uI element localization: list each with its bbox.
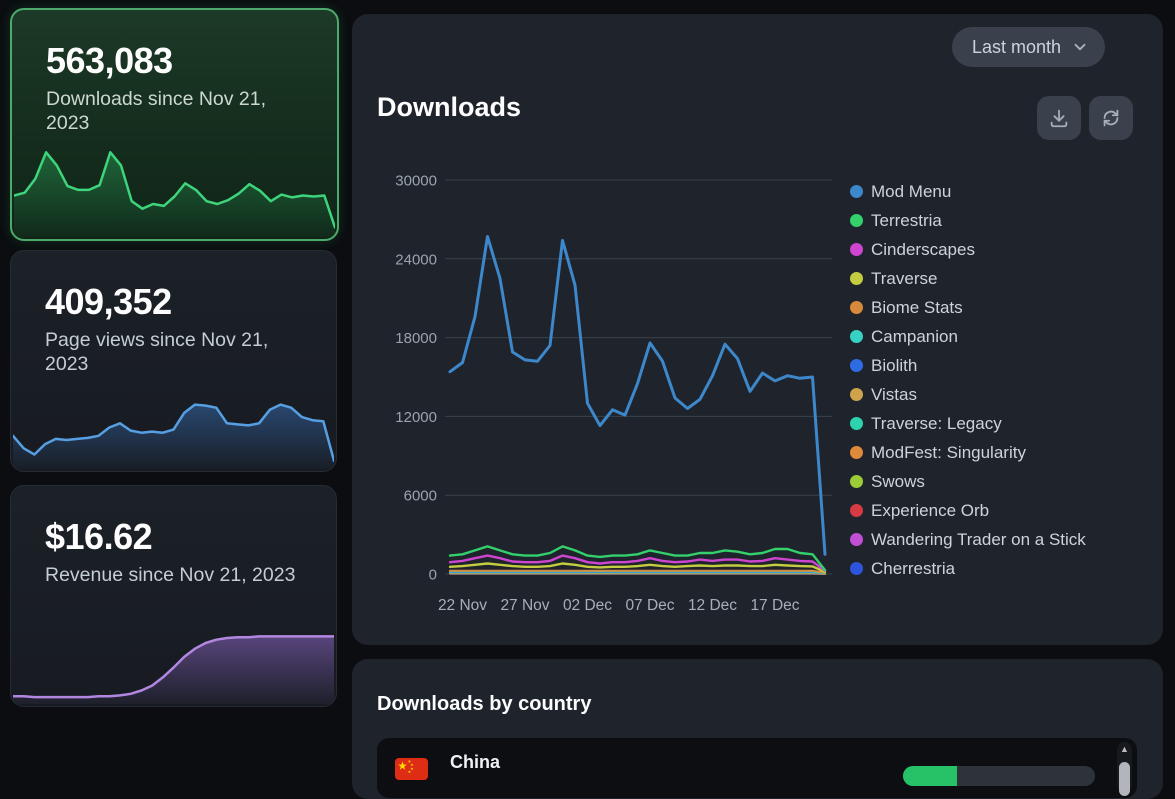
legend-dot-icon — [850, 388, 863, 401]
legend-label: Terrestria — [871, 211, 942, 231]
page-views-sparkline — [13, 359, 334, 469]
legend-item[interactable]: Biolith — [850, 351, 1086, 380]
legend-item[interactable]: Cinderscapes — [850, 235, 1086, 264]
legend-label: Experience Orb — [871, 501, 989, 521]
chart-legend: Mod Menu Terrestria Cinderscapes Traverse Bi… — [850, 177, 1086, 583]
stat-card-downloads[interactable]: 563,083 Downloads since Nov 21, 2023 — [10, 8, 339, 241]
legend-label: ModFest: Singularity — [871, 443, 1026, 463]
country-download-bar — [903, 766, 1095, 786]
legend-item[interactable]: Mod Menu — [850, 177, 1086, 206]
sparkline-area — [13, 636, 334, 704]
country-download-bar-fill — [903, 766, 957, 786]
legend-item[interactable]: ModFest: Singularity — [850, 438, 1086, 467]
x-axis-tick: 07 Dec — [625, 597, 674, 614]
x-axis-tick: 02 Dec — [563, 597, 612, 614]
china-flag-icon — [395, 758, 428, 780]
stat-card-revenue[interactable]: $16.62 Revenue since Nov 21, 2023 — [10, 485, 337, 707]
legend-item[interactable]: Experience Orb — [850, 496, 1086, 525]
legend-dot-icon — [850, 562, 863, 575]
country-row: China — [377, 738, 1117, 794]
legend-label: Traverse — [871, 269, 937, 289]
y-axis-tick: 24000 — [395, 251, 437, 268]
downloads-sparkline — [14, 137, 335, 237]
scroll-up-button[interactable]: ▲ — [1117, 744, 1132, 754]
legend-dot-icon — [850, 533, 863, 546]
country-list-scrollbar: ▲ — [1117, 742, 1132, 792]
chart-series — [450, 556, 825, 571]
legend-dot-icon — [850, 330, 863, 343]
x-axis-tick: 22 Nov — [438, 597, 487, 614]
legend-item[interactable]: Swows — [850, 467, 1086, 496]
legend-dot-icon — [850, 185, 863, 198]
legend-dot-icon — [850, 504, 863, 517]
x-axis-tick: 17 Dec — [750, 597, 799, 614]
downloads-total-label: Downloads since Nov 21, 2023 — [46, 88, 298, 136]
legend-item[interactable]: Traverse — [850, 264, 1086, 293]
legend-dot-icon — [850, 475, 863, 488]
legend-label: Wandering Trader on a Stick — [871, 530, 1086, 550]
legend-label: Cherrestria — [871, 559, 955, 579]
legend-label: Biolith — [871, 356, 917, 376]
page-views-total: 409,352 — [45, 281, 336, 323]
x-axis-tick: 27 Nov — [500, 597, 549, 614]
downloads-by-country-panel: Downloads by country China ▲ — [352, 659, 1163, 799]
scrollbar-thumb[interactable] — [1119, 762, 1130, 796]
legend-dot-icon — [850, 359, 863, 372]
legend-item[interactable]: Terrestria — [850, 206, 1086, 235]
legend-dot-icon — [850, 243, 863, 256]
y-axis-tick: 30000 — [395, 173, 437, 190]
stat-card-page-views[interactable]: 409,352 Page views since Nov 21, 2023 — [10, 250, 337, 472]
country-list: China ▲ — [377, 738, 1137, 798]
y-axis-tick: 12000 — [395, 409, 437, 426]
y-axis-tick: 18000 — [395, 330, 437, 347]
sparkline-area — [13, 405, 334, 469]
revenue-sparkline — [13, 616, 334, 704]
legend-label: Swows — [871, 472, 925, 492]
legend-item[interactable]: Biome Stats — [850, 293, 1086, 322]
legend-item[interactable]: Wandering Trader on a Stick — [850, 525, 1086, 554]
y-axis-tick: 6000 — [404, 488, 437, 505]
revenue-total-label: Revenue since Nov 21, 2023 — [45, 564, 297, 588]
legend-label: Campanion — [871, 327, 958, 347]
legend-item[interactable]: Traverse: Legacy — [850, 409, 1086, 438]
country-panel-title: Downloads by country — [377, 693, 591, 716]
legend-item[interactable]: Vistas — [850, 380, 1086, 409]
legend-dot-icon — [850, 272, 863, 285]
legend-dot-icon — [850, 214, 863, 227]
legend-label: Mod Menu — [871, 182, 951, 202]
legend-label: Vistas — [871, 385, 917, 405]
legend-item[interactable]: Campanion — [850, 322, 1086, 351]
country-name: China — [450, 752, 500, 773]
legend-dot-icon — [850, 301, 863, 314]
downloads-total: 563,083 — [46, 40, 337, 82]
legend-label: Cinderscapes — [871, 240, 975, 260]
revenue-total: $16.62 — [45, 516, 336, 558]
legend-item[interactable]: Cherrestria — [850, 554, 1086, 583]
legend-dot-icon — [850, 417, 863, 430]
legend-label: Traverse: Legacy — [871, 414, 1002, 434]
y-axis-tick: 0 — [429, 567, 437, 584]
x-axis-tick: 12 Dec — [688, 597, 737, 614]
legend-dot-icon — [850, 446, 863, 459]
chart-series — [450, 237, 825, 555]
legend-label: Biome Stats — [871, 298, 963, 318]
